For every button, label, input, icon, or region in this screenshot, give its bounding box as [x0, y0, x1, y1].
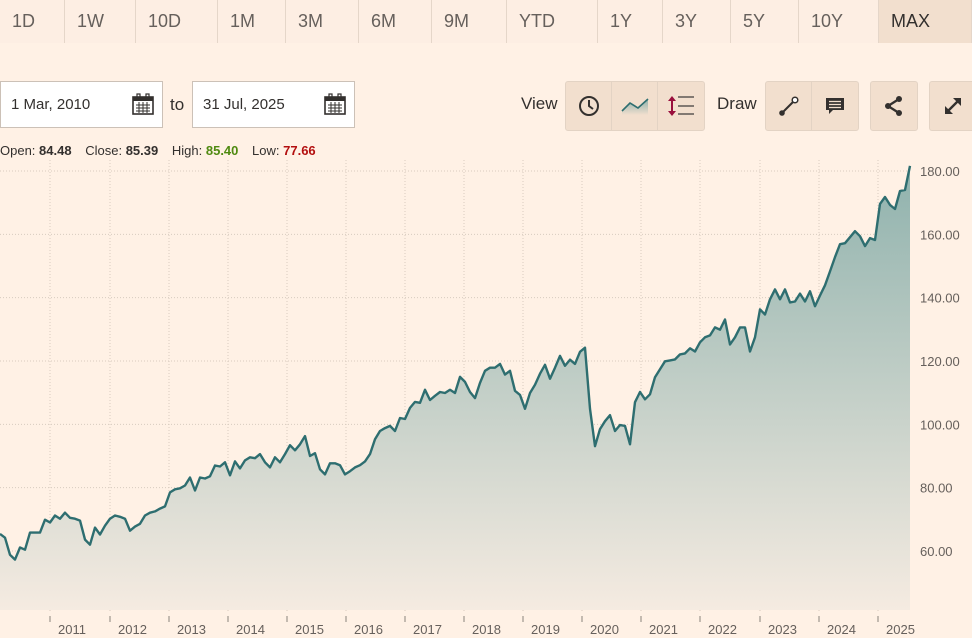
- range-tab-9m[interactable]: 9M: [432, 0, 507, 43]
- close-label: Close:: [85, 143, 123, 158]
- chart-type-button[interactable]: [612, 82, 658, 130]
- x-tick-label: 2023: [768, 622, 797, 637]
- end-date-value: 31 Jul, 2025: [203, 96, 285, 113]
- axis-scale-icon: [668, 96, 694, 116]
- end-date-input[interactable]: 31 Jul, 2025: [192, 81, 355, 128]
- price-line: [0, 165, 912, 561]
- y-tick-label: 120.00: [920, 354, 960, 369]
- expand-button-group: [929, 81, 972, 131]
- low-value: 77.66: [283, 143, 316, 158]
- range-tab-1m[interactable]: 1M: [218, 0, 286, 43]
- y-tick-label: 160.00: [920, 227, 960, 242]
- x-tick-label: 2025: [886, 622, 915, 637]
- axis-scale-button[interactable]: [658, 82, 704, 130]
- range-tab-6m[interactable]: 6M: [359, 0, 432, 43]
- time-view-button[interactable]: [566, 82, 612, 130]
- range-tab-max[interactable]: MAX: [879, 0, 972, 43]
- annotate-button[interactable]: [812, 82, 858, 130]
- range-tab-1w[interactable]: 1W: [65, 0, 136, 43]
- x-tick-label: 2021: [649, 622, 678, 637]
- y-tick-label: 140.00: [920, 291, 960, 306]
- open-label: Open:: [0, 143, 36, 158]
- range-tab-5y[interactable]: 5Y: [731, 0, 799, 43]
- range-tab-3m[interactable]: 3M: [286, 0, 359, 43]
- y-tick-label: 100.00: [920, 417, 960, 432]
- start-date-value: 1 Mar, 2010: [11, 96, 91, 113]
- calendar-icon[interactable]: [324, 93, 346, 115]
- share-button[interactable]: [871, 82, 917, 130]
- range-tab-3y[interactable]: 3Y: [663, 0, 731, 43]
- draw-button-group: [765, 81, 859, 131]
- draw-label: Draw: [717, 94, 757, 113]
- view-label: View: [521, 94, 558, 113]
- range-tabs: 1D 1W 10D 1M 3M 6M 9M YTD 1Y 3Y 5Y 10Y MAX: [0, 0, 972, 43]
- x-tick-label: 2017: [413, 622, 442, 637]
- start-date-input[interactable]: 1 Mar, 2010: [0, 81, 163, 128]
- view-button-group: [565, 81, 705, 131]
- x-tick-label: 2019: [531, 622, 560, 637]
- x-tick-label: 2014: [236, 622, 265, 637]
- x-tick-label: 2015: [295, 622, 324, 637]
- price-area: [0, 165, 910, 610]
- price-chart[interactable]: 60.00 80.00 100.00 120.00 140.00 160.00 180.00…: [0, 155, 972, 638]
- high-value: 85.40: [205, 143, 239, 158]
- x-tick-label: 2018: [472, 622, 501, 637]
- x-tick-label: 2011: [58, 622, 86, 637]
- x-tick-label: 2012: [118, 622, 147, 637]
- range-tab-10y[interactable]: 10Y: [799, 0, 879, 43]
- low-label: Low:: [252, 143, 280, 158]
- x-tick-label: 2020: [590, 622, 619, 637]
- x-tick-label: 2016: [354, 622, 383, 637]
- ohlc-summary: Open: 84.48 Close: 85.39 High: 85.40 Low…: [0, 143, 326, 158]
- comment-icon: [826, 98, 844, 114]
- line-chart-icon: [620, 98, 649, 115]
- high-label: High:: [171, 143, 203, 158]
- to-label: to: [170, 95, 185, 114]
- y-tick-label: 180.00: [920, 164, 960, 179]
- x-tick-label: 2024: [827, 622, 856, 637]
- range-tab-10d[interactable]: 10D: [136, 0, 218, 43]
- x-tick-label: 2013: [177, 622, 206, 637]
- share-button-group: [870, 81, 918, 131]
- y-tick-label: 60.00: [920, 544, 953, 559]
- range-tab-ytd[interactable]: YTD: [507, 0, 598, 43]
- open-value: 84.48: [39, 143, 72, 158]
- line-draw-icon: [778, 96, 799, 116]
- range-tab-1y[interactable]: 1Y: [598, 0, 663, 43]
- close-value: 85.39: [125, 143, 159, 158]
- draw-line-button[interactable]: [766, 82, 812, 130]
- share-icon: [885, 96, 902, 116]
- range-tab-1d[interactable]: 1D: [0, 0, 65, 43]
- calendar-icon[interactable]: [132, 93, 154, 115]
- clock-icon: [578, 96, 599, 116]
- y-tick-label: 80.00: [920, 481, 953, 496]
- expand-button[interactable]: [930, 82, 972, 130]
- x-tick-label: 2022: [708, 622, 737, 637]
- expand-icon: [945, 98, 961, 114]
